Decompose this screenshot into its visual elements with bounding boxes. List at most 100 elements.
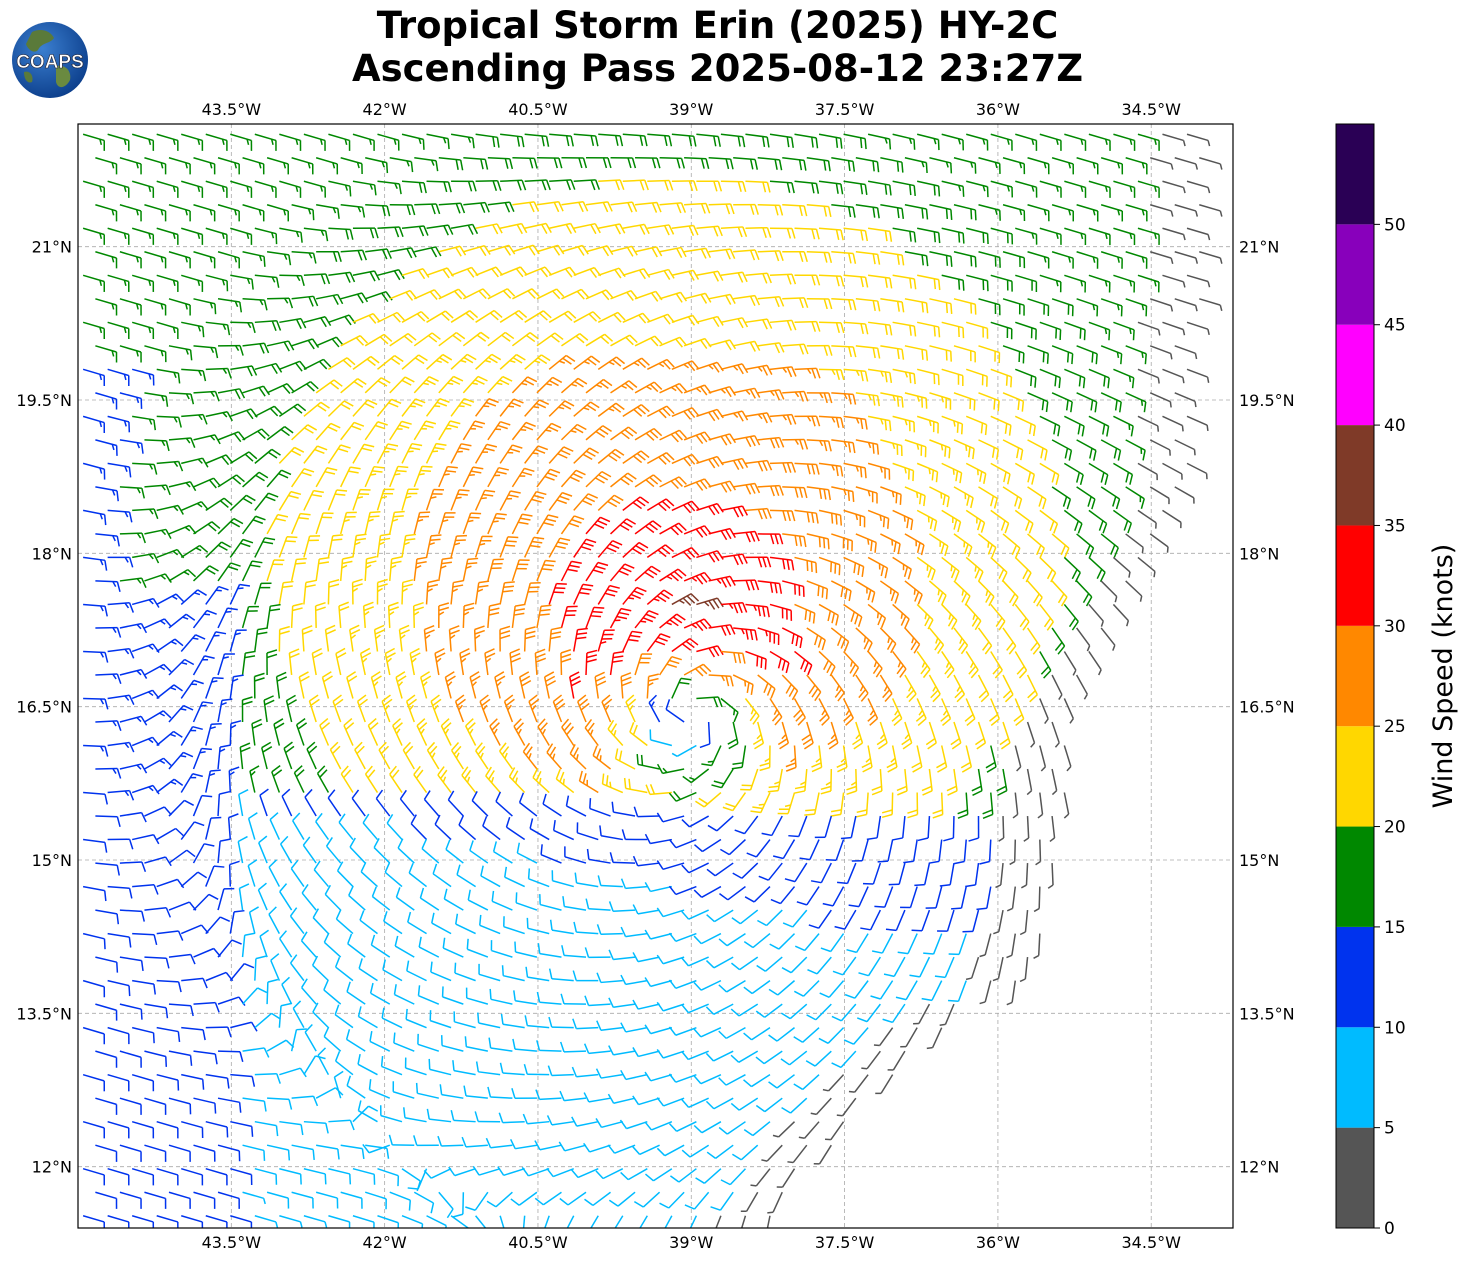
wind-barb [904,486,926,507]
wind-barb [917,321,941,338]
wind-barb [440,718,452,746]
wind-barb [782,486,808,499]
wind-barb [1149,486,1170,505]
wind-barb [911,909,931,932]
wind-barb [426,353,453,370]
wind-barb [536,376,563,394]
wind-barb [217,204,240,222]
lat-tick-label-right: 15°N [1239,851,1279,870]
wind-barb [254,1120,279,1137]
wind-barb [291,424,318,441]
wind-barb [229,494,256,511]
wind-barb [750,792,771,814]
wind-barb [536,244,565,256]
wind-barb [659,336,688,348]
wind-barb [283,741,295,770]
wind-barb [683,571,712,585]
wind-barb [992,956,1004,982]
wind-barb [953,486,974,509]
wind-barb [278,625,290,652]
wind-barb [782,251,808,263]
wind-barb [745,133,770,148]
wind-barb [745,650,767,670]
wind-barb [144,157,167,175]
wind-barb [389,765,403,793]
wind-barb [230,227,253,245]
wind-barb [1014,603,1030,631]
wind-barb [107,1073,130,1092]
wind-barb [107,979,131,997]
wind-barb [1113,227,1136,246]
wind-barb [929,345,952,362]
wind-barb [489,718,501,746]
wind-barb [193,521,221,535]
wind-barb [733,435,761,448]
wind-barb [620,1069,648,1081]
lon-tick-label-top: 43.5°W [202,100,262,119]
wind-barb [1100,157,1124,175]
wind-barb [131,1167,155,1186]
wind-barb [205,723,222,746]
wind-barb [315,336,344,348]
wind-barb [609,563,635,582]
wind-barb [513,718,526,746]
wind-barb [892,815,906,841]
wind-barb [448,625,460,652]
wind-barb [794,133,819,149]
wind-barb [740,1215,747,1228]
wind-barb [1019,910,1029,936]
wind-barb [144,298,167,316]
wind-barb [429,1010,452,1029]
wind-barb [291,338,320,350]
wind-barb [107,789,135,801]
wind-barb [1027,345,1049,364]
wind-barb [953,533,973,557]
wind-barb [708,248,736,260]
wind-barb [632,855,660,867]
wind-barb [1137,415,1160,432]
wind-barb [119,204,142,222]
wind-barb [1100,627,1116,651]
wind-barb [546,1115,574,1126]
wind-barb [990,509,1010,534]
wind-barb [229,451,258,465]
wind-barb [953,251,977,268]
wind-barb [144,1003,169,1019]
wind-barb [1125,157,1148,175]
wind-barb [585,333,614,347]
wind-barb [929,157,953,174]
wind-barb [683,525,712,538]
wind-barb [720,650,746,664]
wind-barb [303,358,332,371]
wind-barb [861,745,873,773]
wind-barb [389,556,403,581]
wind-barb [990,603,1006,631]
wind-barb [432,863,452,888]
wind-barb [156,368,181,384]
wind-barb [880,345,905,360]
wind-barb [325,837,342,864]
wind-barb [168,345,193,361]
wind-barb [263,695,275,723]
wind-barb [782,297,809,309]
wind-barb [720,505,749,518]
wind-barb [95,251,118,269]
wind-barb [352,1215,375,1228]
wind-barb [867,698,879,726]
wind-barb [132,415,157,431]
wind-barb [720,271,748,283]
wind-barb [622,630,643,652]
wind-barb [1064,274,1087,293]
wind-barb [916,462,939,483]
wind-barb [230,180,253,198]
wind-barb [1162,509,1182,529]
wind-barb [359,647,372,676]
wind-barb [205,541,232,558]
wind-barb [95,486,119,502]
wind-barb [442,937,464,958]
wind-barb [597,629,615,652]
wind-barb [953,674,966,703]
wind-barb [524,310,552,323]
wind-barb [871,768,883,796]
wind-barb [119,157,142,175]
